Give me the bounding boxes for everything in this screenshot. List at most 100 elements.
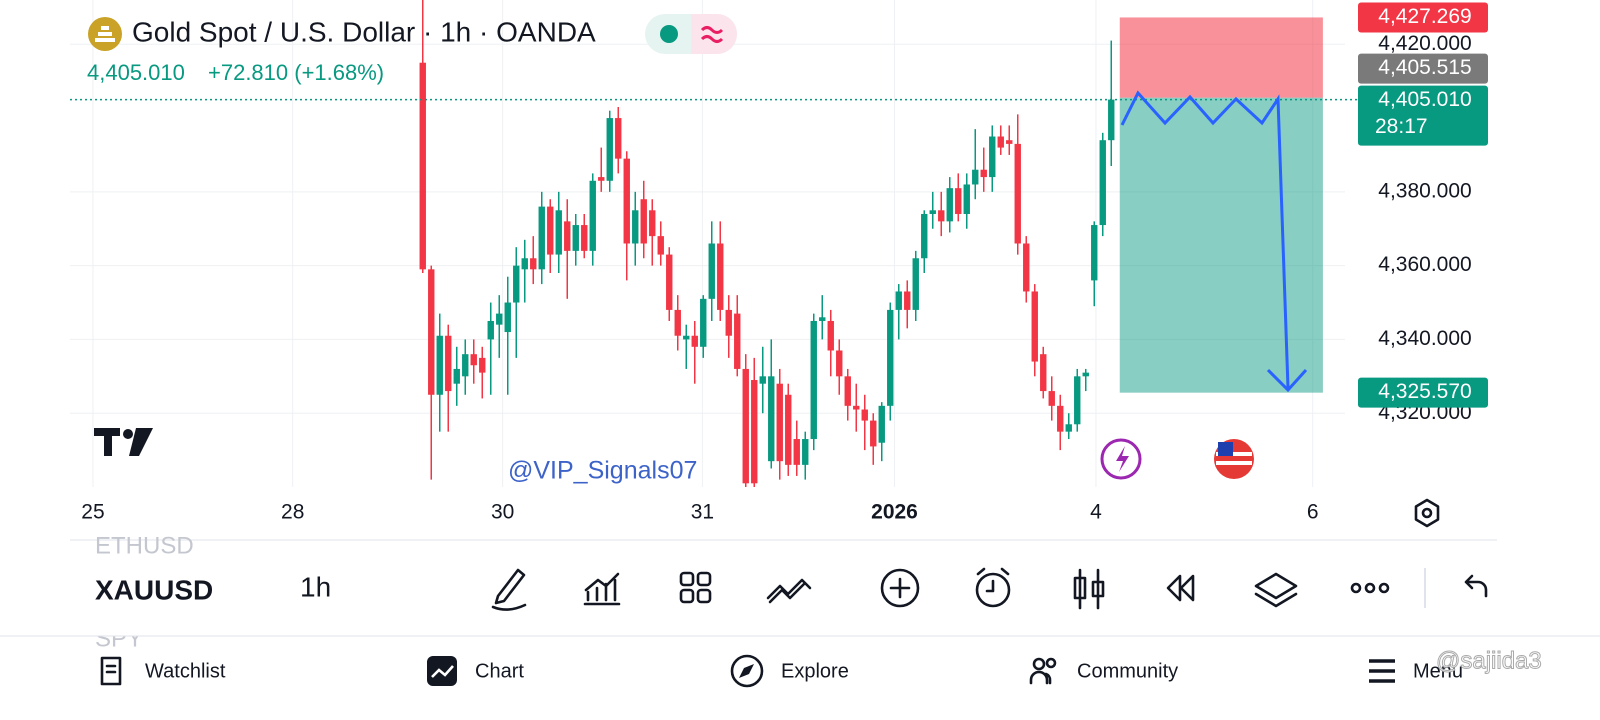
candle-body <box>734 313 741 369</box>
x-tick-label: 6 <box>1307 501 1319 524</box>
candle-body <box>623 158 630 244</box>
candle-body <box>530 258 537 270</box>
candle-body <box>462 354 469 377</box>
candle-body <box>504 302 511 333</box>
chart-icon-line <box>431 665 454 678</box>
candle-body <box>487 320 494 340</box>
candle-body <box>674 309 681 336</box>
candle-body <box>419 62 426 270</box>
symbol-icon-bars <box>95 26 115 42</box>
candle-body <box>555 210 562 255</box>
toolbar-clip <box>0 628 1600 636</box>
y-tick-label: 4,340.000 <box>1378 327 1471 350</box>
candle-body <box>640 199 647 244</box>
candle-body <box>1031 291 1038 362</box>
drawing-arrow <box>1120 90 1308 393</box>
candle-body <box>819 317 826 321</box>
candle-body <box>946 188 953 222</box>
candle-body <box>861 409 868 421</box>
candle-body <box>564 221 571 251</box>
x-tick-label: 4 <box>1090 501 1102 524</box>
nav-chart[interactable]: Chart <box>475 660 524 682</box>
candle-body <box>538 206 545 270</box>
market-open-dot <box>660 25 678 43</box>
target-label: 4,325.570 <box>1378 380 1471 403</box>
candle-body <box>776 383 783 462</box>
candle-body <box>870 420 877 447</box>
candle-body <box>1040 354 1047 392</box>
delay-icon <box>700 26 724 43</box>
candle-body <box>1065 424 1072 432</box>
candle-body <box>1074 376 1081 425</box>
candle-body <box>997 136 1004 148</box>
candle-body <box>589 180 596 251</box>
toolbar-icons[interactable] <box>491 567 1488 611</box>
nav-explore[interactable]: Explore <box>781 660 849 682</box>
watchlist-icon <box>100 656 122 686</box>
candle-body <box>598 177 605 181</box>
candle-body <box>1108 99 1115 141</box>
candle-body <box>844 376 851 406</box>
target-label-bg <box>1358 377 1488 408</box>
candle-body <box>904 291 911 310</box>
candle-body <box>921 213 928 259</box>
candle-body <box>742 368 749 484</box>
candle-body <box>691 335 698 347</box>
candles <box>419 0 1115 487</box>
symbol-current[interactable]: XAUUSD <box>95 574 213 605</box>
settings-icon-dot <box>1421 507 1433 519</box>
last-price: 4,405.010 <box>87 60 185 85</box>
candle-body <box>521 258 528 270</box>
candle-body <box>470 354 477 366</box>
explore-needle <box>739 664 754 678</box>
x-tick-label: 25 <box>81 501 104 524</box>
target-zone <box>1119 97 1323 393</box>
candle-body <box>895 291 902 310</box>
countdown: 28:17 <box>1375 115 1428 138</box>
candle-body <box>479 357 486 373</box>
candle-body <box>428 269 435 395</box>
candle-body <box>700 298 707 347</box>
candle-body <box>615 118 622 159</box>
status-pill-right <box>691 14 737 54</box>
community-icon-head <box>1032 657 1046 671</box>
nav-menu[interactable]: Menu <box>1413 660 1463 682</box>
candle-body <box>496 313 503 325</box>
candle-body <box>657 236 664 255</box>
candle-body <box>759 376 766 384</box>
candle-body <box>878 405 885 443</box>
interval[interactable]: 1h <box>300 571 331 602</box>
nav-watchlist[interactable]: Watchlist <box>145 660 226 682</box>
candle-body <box>980 169 987 178</box>
settings-icon[interactable] <box>1414 498 1440 528</box>
candle-body <box>963 184 970 214</box>
candle-body <box>649 210 656 237</box>
last-label-bg <box>1358 85 1488 146</box>
candle-body <box>793 439 800 465</box>
community-icon <box>1029 670 1052 685</box>
menu-icon <box>1369 659 1395 683</box>
candle-body <box>955 188 962 214</box>
candle-body <box>717 243 724 310</box>
x-tick-label: 28 <box>281 501 304 524</box>
candle-body <box>972 169 979 185</box>
symbol-title[interactable]: Gold Spot / U.S. Dollar · 1h · OANDA <box>132 16 596 47</box>
candle-body <box>581 225 588 251</box>
symbol-prev[interactable]: ETHUSD <box>95 532 194 559</box>
candle-body <box>989 136 996 178</box>
candle-body <box>836 350 843 377</box>
candle-body <box>547 206 554 255</box>
candle-body <box>853 405 860 410</box>
candle-body <box>453 368 460 384</box>
candle-body <box>1023 243 1030 292</box>
candle-body <box>1099 140 1106 226</box>
event-icons <box>1100 438 1254 480</box>
nav-community[interactable]: Community <box>1077 660 1178 682</box>
x-tick-label: 2026 <box>871 501 918 524</box>
footer-watermark: @sajiida3 <box>1436 647 1542 674</box>
candle-body <box>572 225 579 251</box>
last-label: 4,405.010 <box>1378 88 1471 111</box>
candle-body <box>725 309 732 336</box>
